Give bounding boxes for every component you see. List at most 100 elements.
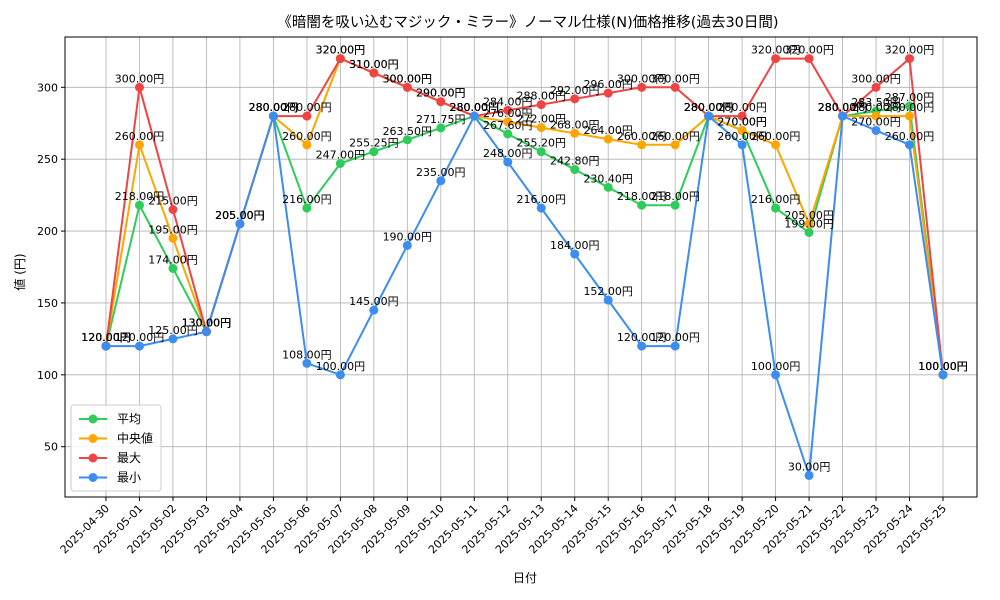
y-tick-label: 250 — [37, 153, 58, 166]
y-tick-label: 150 — [37, 297, 58, 310]
data-point — [737, 125, 747, 135]
data-point — [503, 129, 513, 139]
data-label: 242.80円 — [550, 155, 600, 168]
data-label: 30.00円 — [788, 460, 831, 473]
data-point — [637, 140, 647, 150]
data-point — [168, 205, 178, 214]
data-point — [737, 111, 747, 121]
data-point — [302, 140, 312, 150]
data-label: 120.00円 — [81, 331, 131, 344]
series-line-4 — [106, 114, 944, 476]
data-point — [268, 111, 278, 121]
data-label: 215.00円 — [148, 195, 198, 208]
data-point — [536, 203, 546, 213]
data-label: 300.00円 — [650, 72, 700, 85]
data-label: 247.00円 — [316, 149, 366, 162]
data-point — [670, 140, 680, 150]
data-label: 120.00円 — [81, 331, 131, 344]
data-label: 120.00円 — [81, 331, 131, 344]
data-label: 288.00円 — [516, 90, 566, 103]
data-label: 120.00円 — [115, 331, 165, 344]
data-label: 280.00円 — [717, 101, 767, 114]
data-label: 267.60円 — [483, 119, 533, 132]
data-label: 260.00円 — [650, 130, 700, 143]
data-label: 205.00円 — [784, 209, 834, 222]
data-label: 290.00円 — [416, 87, 466, 100]
data-label: 260.00円 — [115, 130, 165, 143]
data-point — [637, 200, 647, 210]
data-point — [134, 200, 144, 210]
data-label: 108.00円 — [282, 348, 332, 361]
data-point — [603, 182, 613, 192]
data-point — [436, 97, 446, 107]
data-label: 205.00円 — [215, 209, 265, 222]
data-label: 296.00円 — [583, 78, 633, 91]
data-label: 300.00円 — [115, 72, 165, 85]
data-label: 100.00円 — [918, 360, 968, 373]
y-tick-label: 300 — [37, 81, 58, 94]
legend-label: 平均 — [117, 412, 141, 426]
data-point — [570, 94, 580, 104]
data-label: 320.00円 — [316, 44, 366, 57]
data-label: 260.00円 — [751, 130, 801, 143]
data-label: 280.00円 — [818, 101, 868, 114]
data-label: 287.00円 — [885, 91, 935, 104]
data-point — [670, 341, 680, 351]
data-label: 218.00円 — [115, 190, 165, 203]
data-point — [469, 111, 479, 121]
data-label: 290.00円 — [416, 87, 466, 100]
data-label: 205.00円 — [215, 209, 265, 222]
y-tick-label: 100 — [37, 369, 58, 382]
data-label: 184.00円 — [550, 239, 600, 252]
data-point — [804, 228, 814, 237]
data-point — [335, 159, 345, 168]
data-point — [335, 54, 345, 64]
data-point — [637, 341, 647, 351]
data-point — [168, 233, 178, 243]
data-label: 235.00円 — [416, 166, 466, 179]
data-label: 280.00円 — [818, 101, 868, 114]
data-label: 280.00円 — [684, 101, 734, 114]
data-label: 300.00円 — [617, 72, 667, 85]
data-point — [603, 88, 613, 98]
data-point — [369, 68, 379, 78]
data-label: 145.00円 — [349, 295, 399, 308]
series-layer — [101, 54, 948, 480]
data-point — [436, 123, 446, 133]
data-label: 100.00円 — [918, 360, 968, 373]
data-label: 270.00円 — [851, 115, 901, 128]
y-axis-label: 値 (円) — [12, 253, 27, 290]
data-point — [436, 176, 446, 186]
data-point — [168, 263, 178, 273]
data-point — [402, 135, 412, 145]
data-point — [704, 111, 714, 121]
data-label: 216.00円 — [516, 193, 566, 206]
data-point — [570, 128, 580, 138]
data-point — [134, 341, 144, 351]
data-label: 280.00円 — [450, 101, 500, 114]
data-label: 300.00円 — [383, 72, 433, 85]
legend-box — [70, 404, 162, 492]
data-point — [905, 101, 915, 111]
data-label: 264.00円 — [583, 124, 633, 137]
data-point — [503, 117, 513, 127]
data-point — [402, 240, 412, 250]
data-label: 280.00円 — [818, 101, 868, 114]
data-point — [536, 100, 546, 110]
data-point — [302, 203, 312, 213]
plot-frame — [64, 36, 978, 498]
legend-marker — [88, 414, 98, 424]
data-label: 320.00円 — [784, 44, 834, 57]
data-label: 300.00円 — [851, 72, 901, 85]
x-axis-label: 日付 — [513, 571, 537, 585]
legend-marker — [88, 473, 98, 482]
data-label: 216.00円 — [282, 193, 332, 206]
data-label: 271.75円 — [416, 113, 466, 126]
legend-marker — [88, 453, 98, 463]
data-point — [771, 203, 781, 213]
data-label: 284.00円 — [483, 95, 533, 108]
data-point — [369, 305, 379, 315]
data-point — [101, 341, 111, 351]
